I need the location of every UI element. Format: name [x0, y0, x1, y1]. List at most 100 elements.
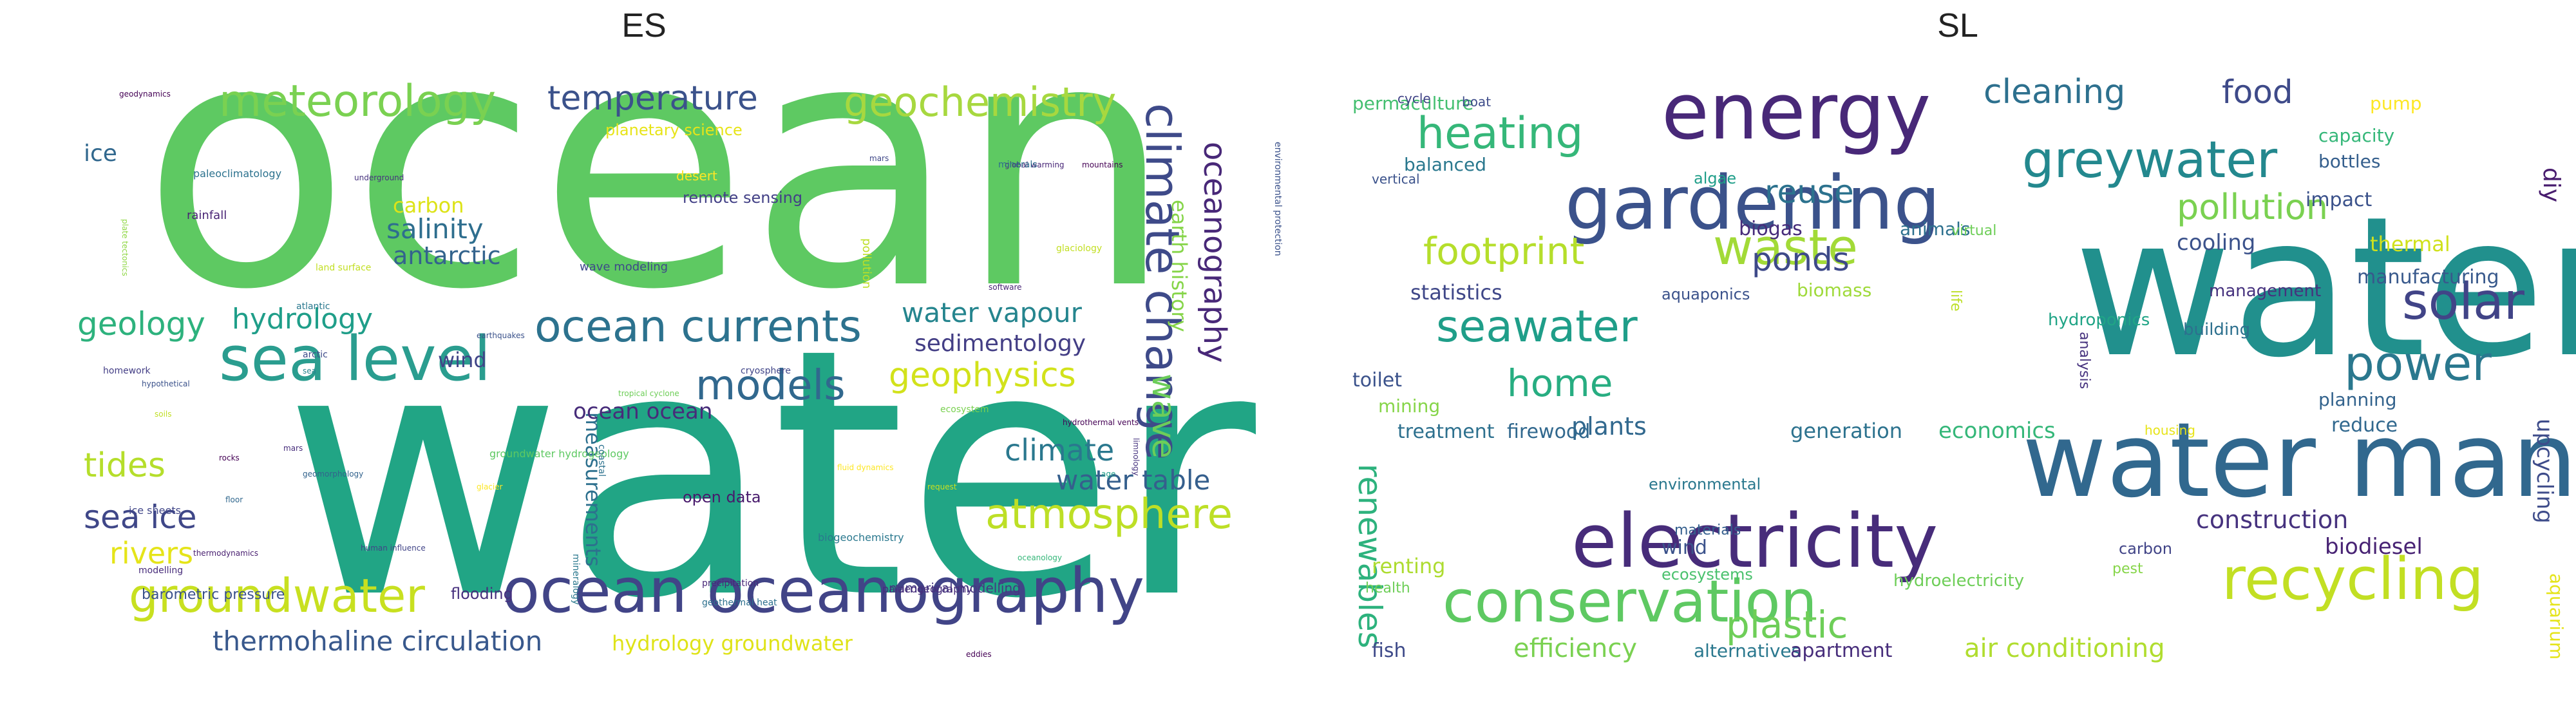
- word-gardening: gardening: [1565, 160, 1940, 247]
- word-environmental-protection: environmental protection: [1273, 142, 1283, 256]
- word-toilet: toilet: [1352, 369, 1402, 392]
- word-reuse: reuse: [1765, 173, 1854, 211]
- word-manufacturing: manufacturing: [2357, 266, 2499, 289]
- word-cleaning: cleaning: [1984, 73, 2125, 111]
- word-atmosphere: atmosphere: [985, 491, 1233, 538]
- word-arctic: arctic: [303, 350, 328, 360]
- word-water: water: [2074, 175, 2576, 400]
- word-air-conditioning: air conditioning: [1964, 634, 2165, 663]
- word-ecosystems: ecosystems: [1662, 565, 1753, 583]
- es-title: ES: [621, 7, 667, 44]
- word-thermodynamics: thermodynamics: [193, 549, 258, 558]
- word-wind: wind: [1662, 536, 1707, 559]
- word-geothermal-heat: geothermal heat: [702, 598, 777, 608]
- word-boat: boat: [1462, 94, 1491, 109]
- word-health: health: [1365, 580, 1410, 596]
- word-temperature: temperature: [547, 79, 758, 118]
- word-palaeogeography: palaeogeography: [882, 583, 972, 595]
- word-tropical-cyclone: tropical cyclone: [618, 389, 679, 398]
- word-pollution: pollution: [860, 238, 873, 289]
- word-cycle: cycle: [1397, 91, 1431, 106]
- word-cooling: cooling: [2177, 230, 2255, 256]
- word-water-vapour: water vapour: [902, 297, 1083, 328]
- word-geochemistry: geochemistry: [844, 79, 1116, 126]
- word-mars: mars: [869, 154, 889, 163]
- word-mars: mars: [283, 444, 303, 453]
- word-virtual: virtual: [1951, 223, 1996, 239]
- word-ice-sheets: ice sheets: [129, 504, 181, 517]
- word-recycling: recycling: [2222, 545, 2484, 613]
- word-coastal: coastal: [596, 444, 607, 477]
- word-environmental: environmental: [1649, 475, 1761, 493]
- word-sea-ice: sea ice: [84, 498, 197, 536]
- word-floor: floor: [225, 495, 243, 504]
- word-models: models: [696, 362, 846, 410]
- word-plate-tectonics: plate tectonics: [120, 219, 129, 276]
- word-food: food: [2222, 73, 2293, 111]
- word-algae: algae: [1694, 169, 1736, 187]
- word-sea: sea: [303, 366, 316, 375]
- word-numerical-modelling: numerical modelling: [889, 580, 1021, 596]
- word-antarctic: antarctic: [393, 242, 501, 270]
- word-balanced: balanced: [1404, 154, 1486, 175]
- word-solar: solar: [2402, 273, 2525, 331]
- word-plants: plants: [1571, 412, 1647, 441]
- word-waste: waste: [1713, 218, 1858, 276]
- word-soils: soils: [155, 410, 172, 419]
- word-vertical: vertical: [1372, 171, 1420, 187]
- word-climate: climate: [1005, 433, 1114, 468]
- word-hydrology-groundwater: hydrology groundwater: [612, 631, 853, 656]
- word-aquaponics: aquaponics: [1662, 285, 1750, 303]
- word-sea-level: sea level: [219, 324, 491, 395]
- word-human-influence: human influence: [361, 544, 426, 553]
- word-homework: homework: [103, 366, 151, 376]
- word-sedimentology: sedimentology: [914, 330, 1086, 357]
- word-precipitation: precipitation: [702, 578, 759, 589]
- word-hydrothermal-vents: hydrothermal vents: [1063, 418, 1139, 427]
- word-water: water: [283, 276, 1260, 673]
- word-permaculture: permaculture: [1352, 93, 1473, 114]
- word-hypothetical: hypothetical: [142, 379, 190, 388]
- word-apartment: apartment: [1790, 640, 1893, 662]
- word-greywater: greywater: [2022, 131, 2278, 189]
- word-impact: impact: [2306, 189, 2372, 211]
- word-thermal: thermal: [2370, 232, 2450, 256]
- word-mountains: mountains: [1082, 160, 1123, 169]
- word-life: life: [1947, 290, 1964, 312]
- word-oceanology: oceanology: [1018, 553, 1062, 562]
- word-pollution: pollution: [2177, 187, 2328, 227]
- word-ecosystem: ecosystem: [940, 404, 989, 415]
- word-upcycling: upcycling: [2532, 419, 2557, 524]
- word-oceanography: oceanography: [1197, 142, 1233, 363]
- word-geophysics: geophysics: [889, 356, 1076, 395]
- word-mining: mining: [1378, 395, 1440, 417]
- word-alternatives: alternatives: [1694, 640, 1801, 661]
- word-wave: wave: [1145, 374, 1182, 459]
- word-biomass: biomass: [1797, 280, 1871, 301]
- word-open-data: open data: [683, 488, 761, 506]
- word-animals: animals: [1900, 218, 1970, 240]
- word-fish: fish: [1372, 640, 1406, 662]
- word-groundwater: groundwater: [129, 569, 425, 623]
- word-efficiency: efficiency: [1513, 634, 1637, 663]
- sl-title: SL: [1937, 7, 1978, 44]
- word-geodynamics: geodynamics: [119, 90, 171, 99]
- word-eddies: eddies: [966, 650, 992, 659]
- word-flooding: flooding: [451, 585, 513, 603]
- word-aquarium: aquarium: [2546, 573, 2567, 659]
- word-glacier: glacier: [477, 482, 503, 491]
- word-underground: underground: [354, 173, 404, 182]
- word-glaciology: glaciology: [1056, 243, 1102, 254]
- word-land-surface: land surface: [316, 263, 371, 273]
- word-water-table: water table: [1056, 464, 1210, 496]
- word-wave-modeling: wave modeling: [580, 260, 668, 274]
- word-water-management: water management: [2022, 400, 2576, 520]
- word-carbon: carbon: [393, 193, 464, 218]
- word-diy: diy: [2538, 167, 2564, 202]
- word-construction: construction: [2196, 506, 2348, 534]
- word-ocean-currents: ocean currents: [535, 301, 862, 352]
- word-renewables: renewables: [1351, 464, 1388, 649]
- word-measurements: measurements: [581, 412, 605, 567]
